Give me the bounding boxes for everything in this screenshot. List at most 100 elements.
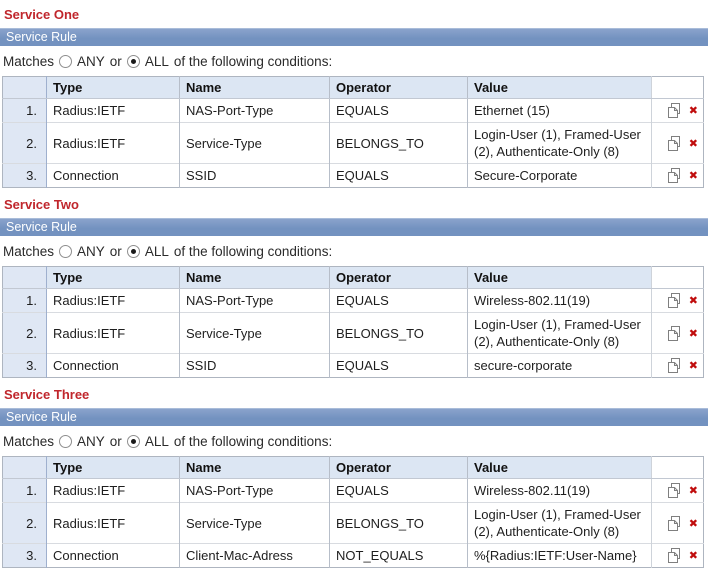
- actions-column-header: [651, 76, 704, 99]
- operator-cell: BELONGS_TO: [329, 312, 468, 354]
- conditions-suffix: of the following conditions:: [173, 53, 333, 69]
- copy-icon[interactable]: [667, 293, 681, 308]
- radio-all[interactable]: [126, 54, 140, 68]
- column-header-type: Type: [46, 76, 180, 99]
- type-cell: Connection: [46, 353, 180, 378]
- matches-label: Matches: [3, 243, 55, 259]
- table-body: 1. Radius:IETF NAS-Port-Type EQUALS Wire…: [2, 288, 704, 378]
- section-title: Service Two: [4, 197, 79, 212]
- any-label: ANY: [77, 243, 105, 259]
- type-cell: Connection: [46, 543, 180, 568]
- table-row: 1. Radius:IETF NAS-Port-Type EQUALS Wire…: [2, 478, 704, 503]
- column-header-value: Value: [467, 76, 652, 99]
- operator-cell: EQUALS: [329, 478, 468, 503]
- name-cell: SSID: [179, 163, 330, 188]
- type-cell: Radius:IETF: [46, 122, 180, 164]
- radio-any[interactable]: [59, 244, 73, 258]
- type-cell: Radius:IETF: [46, 478, 180, 503]
- value-cell: Login-User (1), Framed-User (2), Authent…: [467, 502, 652, 544]
- operator-cell: EQUALS: [329, 98, 468, 123]
- value-cell: Ethernet (15): [467, 98, 652, 123]
- copy-icon[interactable]: [667, 358, 681, 373]
- copy-icon[interactable]: [667, 548, 681, 563]
- conditions-suffix: of the following conditions:: [173, 433, 333, 449]
- name-cell: SSID: [179, 353, 330, 378]
- delete-icon[interactable]: ✖: [688, 516, 698, 530]
- type-cell: Radius:IETF: [46, 98, 180, 123]
- number-column-header: [2, 266, 47, 289]
- column-header-operator: Operator: [329, 266, 468, 289]
- radio-any[interactable]: [59, 54, 73, 68]
- operator-cell: EQUALS: [329, 163, 468, 188]
- table-row: 3. Connection SSID EQUALS Secure-Corpora…: [2, 163, 704, 188]
- copy-icon[interactable]: [667, 483, 681, 498]
- type-cell: Radius:IETF: [46, 288, 180, 313]
- service-section: Service Two Service Rule Matches ANY or …: [0, 197, 708, 378]
- actions-cell: ✖: [652, 479, 704, 503]
- value-cell: secure-corporate: [467, 353, 652, 378]
- actions-cell: ✖: [652, 503, 704, 544]
- column-header-operator: Operator: [329, 76, 468, 99]
- table-row: 3. Connection Client-Mac-Adress NOT_EQUA…: [2, 543, 704, 568]
- column-header-value: Value: [467, 266, 652, 289]
- delete-icon[interactable]: ✖: [688, 169, 698, 182]
- name-cell: NAS-Port-Type: [179, 478, 330, 503]
- service-section: Service Three Service Rule Matches ANY o…: [0, 387, 708, 568]
- column-header-operator: Operator: [329, 456, 468, 479]
- type-cell: Connection: [46, 163, 180, 188]
- operator-cell: BELONGS_TO: [329, 122, 468, 164]
- row-number-cell: 3.: [2, 543, 47, 568]
- row-number-cell: 1.: [2, 98, 47, 123]
- delete-icon[interactable]: ✖: [688, 359, 698, 372]
- copy-icon[interactable]: [667, 168, 681, 183]
- table-row: 1. Radius:IETF NAS-Port-Type EQUALS Wire…: [2, 288, 704, 313]
- or-label: or: [109, 53, 122, 69]
- table-body: 1. Radius:IETF NAS-Port-Type EQUALS Wire…: [2, 478, 704, 568]
- panel-header: Service Rule: [0, 218, 708, 236]
- column-header-type: Type: [46, 266, 180, 289]
- operator-cell: EQUALS: [329, 288, 468, 313]
- table-row: 2. Radius:IETF Service-Type BELONGS_TO L…: [2, 122, 704, 164]
- delete-icon[interactable]: ✖: [688, 549, 698, 562]
- delete-icon[interactable]: ✖: [688, 484, 698, 497]
- radio-any[interactable]: [59, 434, 73, 448]
- row-number-cell: 2.: [2, 312, 47, 354]
- radio-all[interactable]: [126, 434, 140, 448]
- panel-header: Service Rule: [0, 408, 708, 426]
- row-number-cell: 1.: [2, 478, 47, 503]
- matches-label: Matches: [3, 433, 55, 449]
- actions-cell: ✖: [652, 164, 704, 188]
- actions-cell: ✖: [652, 289, 704, 313]
- table-row: 3. Connection SSID EQUALS secure-corpora…: [2, 353, 704, 378]
- delete-icon[interactable]: ✖: [688, 104, 698, 117]
- copy-icon[interactable]: [667, 135, 681, 151]
- name-cell: Service-Type: [179, 122, 330, 164]
- value-cell: Login-User (1), Framed-User (2), Authent…: [467, 312, 652, 354]
- column-header-name: Name: [179, 456, 330, 479]
- conditions-suffix: of the following conditions:: [173, 243, 333, 259]
- name-cell: NAS-Port-Type: [179, 288, 330, 313]
- column-header-name: Name: [179, 76, 330, 99]
- number-column-header: [2, 76, 47, 99]
- operator-cell: EQUALS: [329, 353, 468, 378]
- copy-icon[interactable]: [667, 325, 681, 341]
- copy-icon[interactable]: [667, 103, 681, 118]
- delete-icon[interactable]: ✖: [688, 136, 698, 150]
- value-cell: Wireless-802.11(19): [467, 288, 652, 313]
- table-body: 1. Radius:IETF NAS-Port-Type EQUALS Ethe…: [2, 98, 704, 188]
- actions-column-header: [651, 456, 704, 479]
- number-column-header: [2, 456, 47, 479]
- table-header-row: Type Name Operator Value: [2, 266, 704, 289]
- actions-cell: ✖: [652, 354, 704, 378]
- column-header-value: Value: [467, 456, 652, 479]
- copy-icon[interactable]: [667, 515, 681, 531]
- name-cell: NAS-Port-Type: [179, 98, 330, 123]
- conditions-table: Type Name Operator Value 1. Radius:IETF …: [2, 456, 704, 568]
- value-cell: %{Radius:IETF:User-Name}: [467, 543, 652, 568]
- section-title: Service Three: [4, 387, 90, 402]
- delete-icon[interactable]: ✖: [688, 326, 698, 340]
- radio-all[interactable]: [126, 244, 140, 258]
- delete-icon[interactable]: ✖: [688, 294, 698, 307]
- name-cell: Client-Mac-Adress: [179, 543, 330, 568]
- matches-row: Matches ANY or ALL of the following cond…: [3, 242, 708, 260]
